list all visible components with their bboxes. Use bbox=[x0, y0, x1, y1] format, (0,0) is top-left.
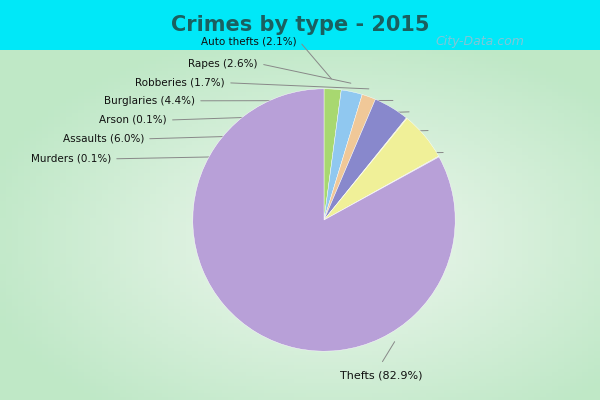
Text: Robberies (1.7%): Robberies (1.7%) bbox=[136, 78, 225, 88]
Text: Rapes (2.6%): Rapes (2.6%) bbox=[188, 59, 258, 69]
Bar bbox=[0, 0, 600, 50]
Text: Auto thefts (2.1%): Auto thefts (2.1%) bbox=[202, 37, 297, 47]
Text: Crimes by type - 2015: Crimes by type - 2015 bbox=[171, 15, 429, 35]
Text: Arson (0.1%): Arson (0.1%) bbox=[99, 115, 167, 125]
Wedge shape bbox=[324, 118, 439, 220]
Wedge shape bbox=[324, 90, 362, 220]
Wedge shape bbox=[324, 156, 439, 220]
Wedge shape bbox=[324, 99, 406, 220]
Wedge shape bbox=[324, 118, 407, 220]
Wedge shape bbox=[324, 89, 341, 220]
Text: Burglaries (4.4%): Burglaries (4.4%) bbox=[104, 96, 195, 106]
Text: Murders (0.1%): Murders (0.1%) bbox=[31, 154, 111, 164]
Text: Assaults (6.0%): Assaults (6.0%) bbox=[62, 134, 144, 144]
Wedge shape bbox=[324, 94, 376, 220]
Text: City-Data.com: City-Data.com bbox=[436, 36, 524, 48]
Text: Thefts (82.9%): Thefts (82.9%) bbox=[340, 371, 422, 381]
Wedge shape bbox=[193, 89, 455, 351]
